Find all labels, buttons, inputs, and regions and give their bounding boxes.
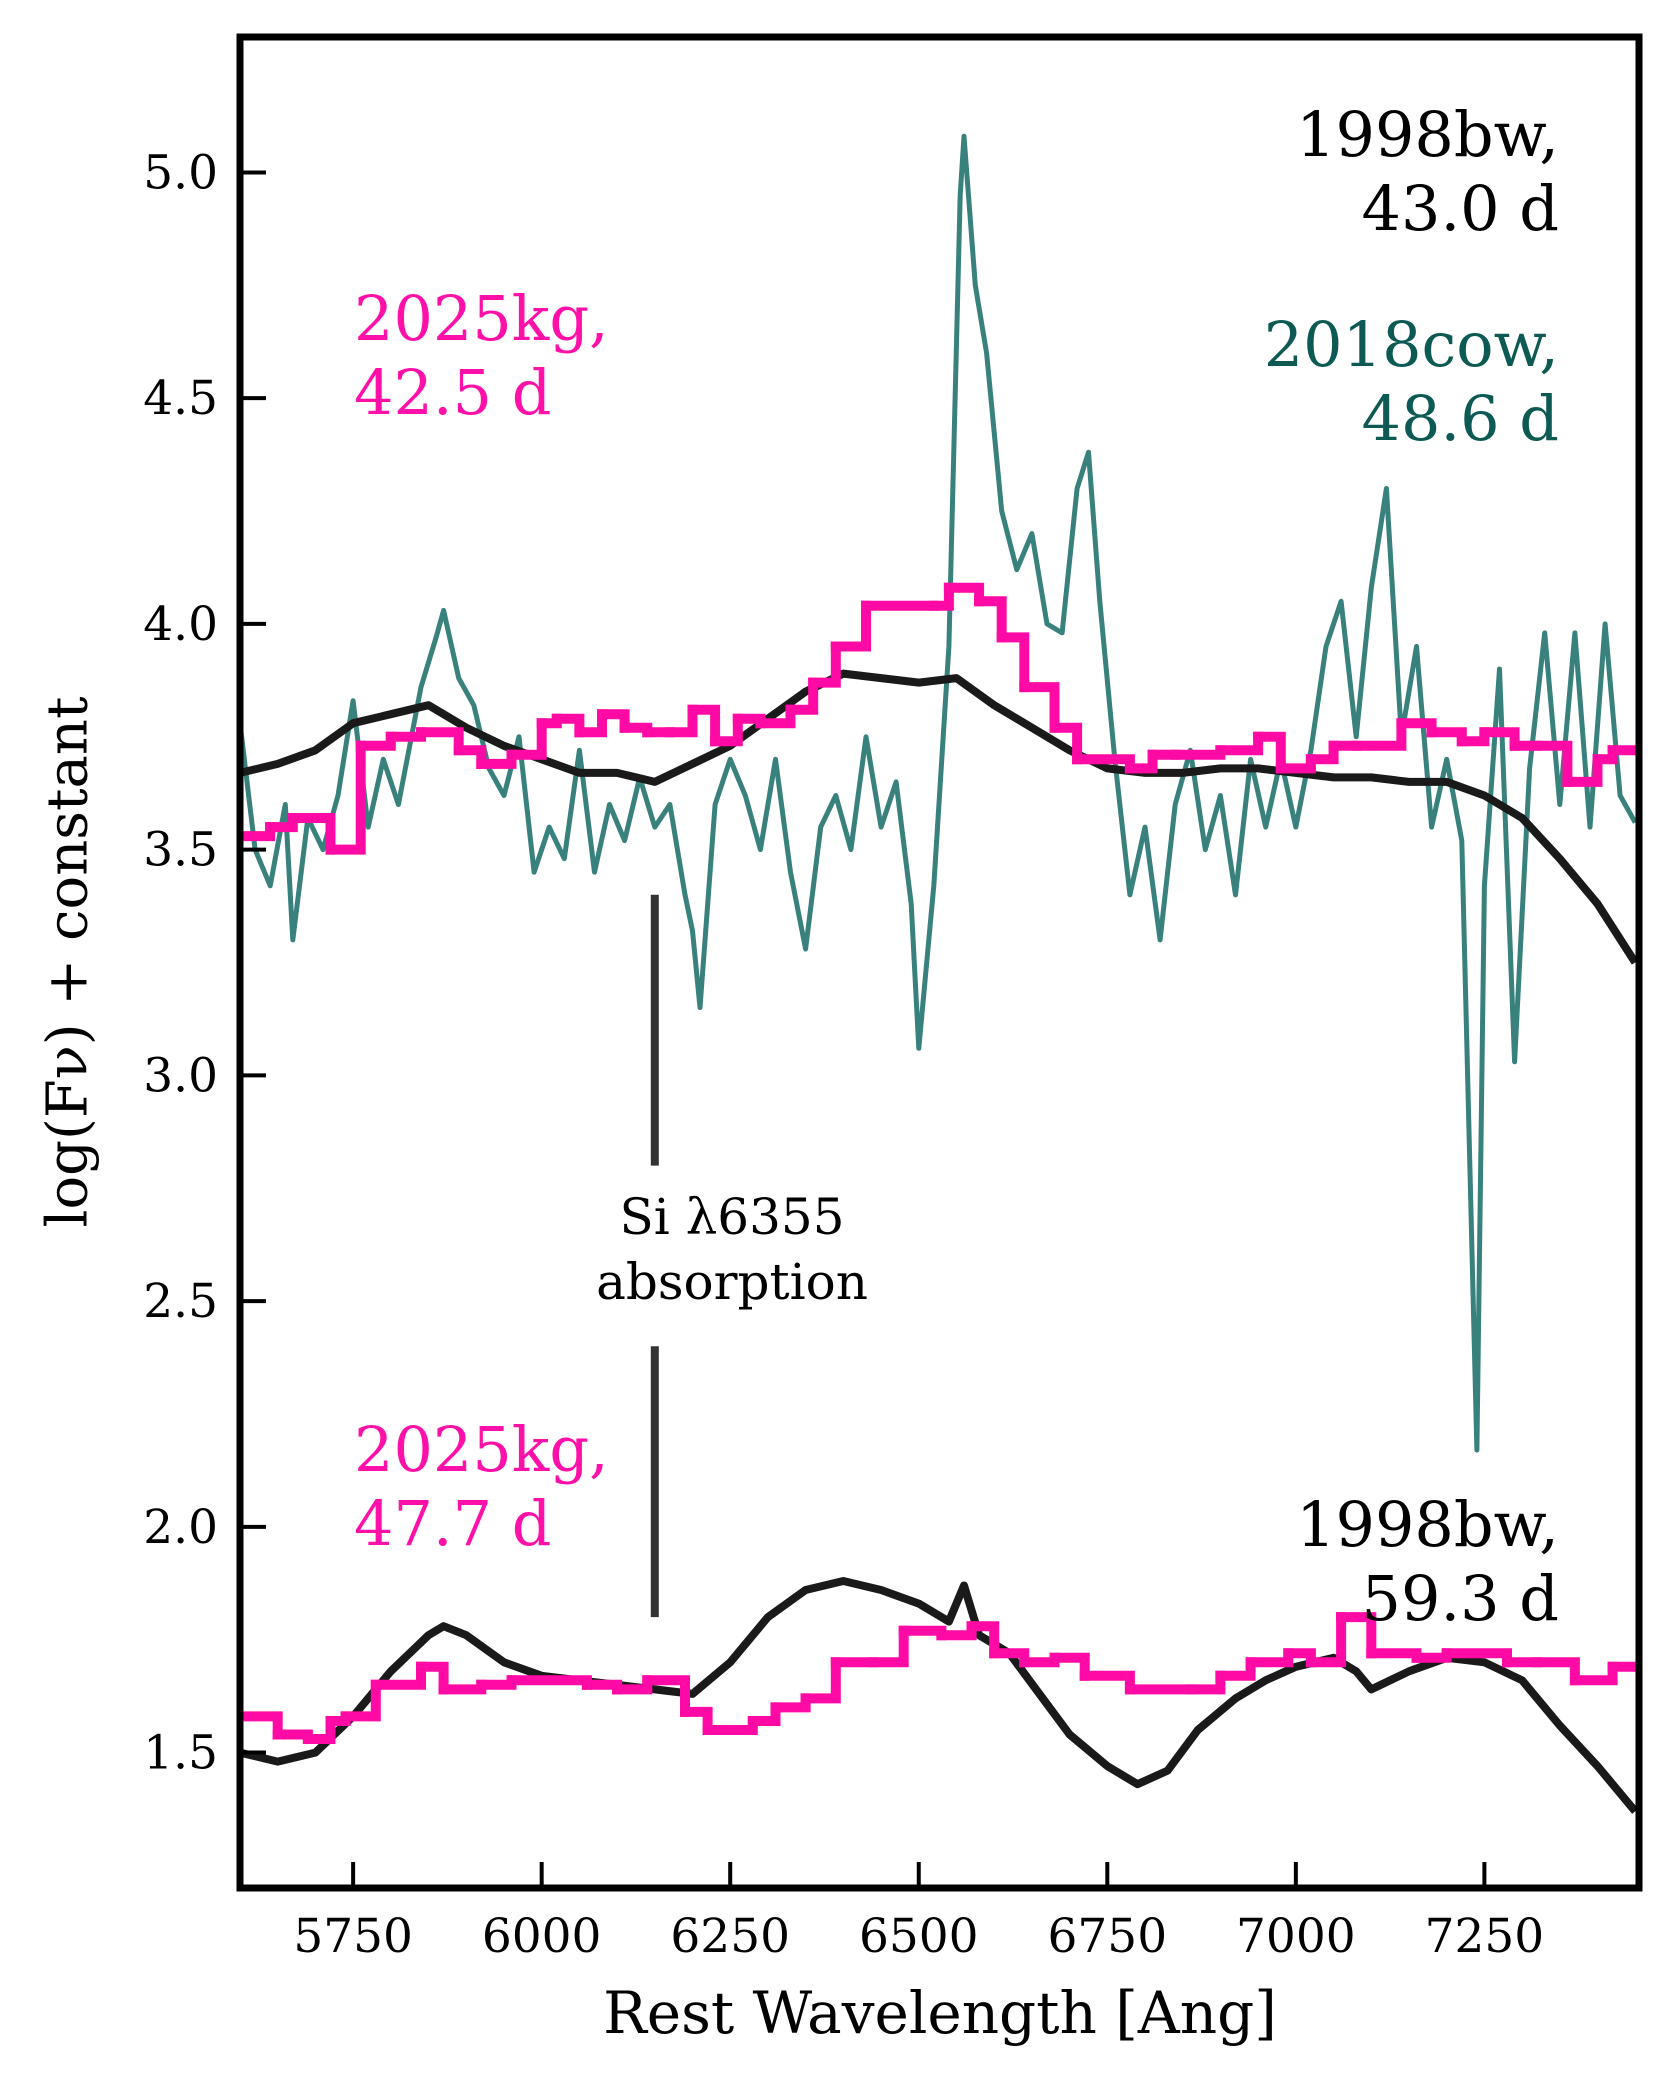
spectrum-step <box>1532 1657 1580 1686</box>
spectrum-step <box>808 641 841 688</box>
spectrum-step <box>1351 718 1407 751</box>
spectrum-step <box>325 740 366 855</box>
spectrum-step <box>574 709 607 738</box>
spectrum-step <box>710 713 743 747</box>
x-tick-label: 6250 <box>670 1909 790 1964</box>
spectrum-label: 1998bw, <box>1296 98 1559 171</box>
x-tick-label: 6750 <box>1047 1909 1167 1964</box>
y-axis-label: log(Fν) + constant <box>36 696 101 1227</box>
y-tick-label: 2.5 <box>143 1274 218 1329</box>
spectrum-step <box>898 1625 947 1641</box>
y-tick-label: 4.5 <box>143 371 218 426</box>
spectrum-label: 2025kg, <box>354 282 609 355</box>
spectrum-step <box>1170 745 1226 760</box>
spectrum-step <box>1562 754 1603 787</box>
annotation: absorption <box>596 1253 868 1311</box>
x-tick-label: 5750 <box>293 1909 413 1964</box>
y-tick-label: 5.0 <box>143 145 218 200</box>
y-tick-label: 1.5 <box>143 1726 218 1781</box>
x-tick-label: 6500 <box>859 1909 979 1964</box>
spectrum-line <box>240 1577 1639 1814</box>
spectrum-step <box>664 704 698 738</box>
spectrum-label: 47.7 d <box>354 1487 551 1560</box>
y-tick-label: 2.0 <box>143 1500 218 1555</box>
y-tick-label: 3.5 <box>143 823 218 878</box>
spectrum-step <box>1336 1612 1377 1659</box>
x-tick-label: 7250 <box>1425 1909 1545 1964</box>
spectrum-step <box>680 1706 713 1735</box>
spectrum-step <box>506 718 547 760</box>
spectrum-step <box>1215 731 1264 756</box>
spectrum-step <box>974 596 1007 643</box>
spectrum-label: 48.6 d <box>1362 382 1559 455</box>
y-tick-label: 3.0 <box>143 1048 218 1103</box>
spectrum-label: 43.0 d <box>1362 172 1559 245</box>
spectrum-step <box>1245 1648 1294 1668</box>
spectrum-step <box>287 813 336 855</box>
spectrum-step <box>642 1675 690 1717</box>
spectrum-step <box>928 582 954 611</box>
spectrum-step <box>240 1711 283 1740</box>
spectrum-step <box>1049 722 1083 765</box>
x-axis-label: Rest Wavelength [Ang] <box>603 1979 1277 2047</box>
spectrum-step <box>1305 1612 1347 1668</box>
spectrum-step <box>830 600 871 652</box>
spectrum-step <box>416 727 464 756</box>
spectrum-line <box>240 669 1639 965</box>
spectrum-step <box>302 1716 336 1744</box>
spectrum-step <box>416 1661 449 1695</box>
spectrum-label: 2025kg, <box>354 1413 609 1486</box>
spectrum-step <box>868 1625 909 1668</box>
spectrum-step <box>800 1657 841 1704</box>
spectrum-step <box>1569 1661 1618 1686</box>
plot-frame <box>236 33 1643 1892</box>
plot-area <box>240 133 1639 1814</box>
spectrum-step <box>506 1675 592 1690</box>
spectrum-step <box>687 704 721 747</box>
spectrum-step <box>438 1679 487 1695</box>
spectrum-step <box>785 677 819 715</box>
spectrum-label: 59.3 d <box>1362 1562 1559 1635</box>
annotation: Si λ6355 <box>619 1188 844 1246</box>
spectrum-label: 2018cow, <box>1264 308 1559 381</box>
spectrum-label: 42.5 d <box>354 356 551 429</box>
spectrum-step <box>1079 1670 1135 1695</box>
spectrum-step <box>340 1679 381 1722</box>
spectrum-line <box>240 133 1638 1453</box>
spectrum-step <box>1366 1648 1422 1663</box>
spectrum-step <box>1253 731 1286 774</box>
spectrum-step <box>996 632 1030 693</box>
spectrum-step <box>1049 1652 1090 1681</box>
y-tick-label: 4.0 <box>143 597 218 652</box>
x-tick-label: 6000 <box>482 1909 602 1964</box>
spectrum-step <box>370 1661 426 1690</box>
spectrum-step <box>702 1716 758 1735</box>
spectrum-label: 1998bw, <box>1296 1488 1559 1561</box>
spectrum-step <box>1019 682 1060 733</box>
spectrum-step <box>1532 740 1573 787</box>
spectrum-step <box>966 1621 1000 1659</box>
x-tick-label: 7000 <box>1236 1909 1356 1964</box>
